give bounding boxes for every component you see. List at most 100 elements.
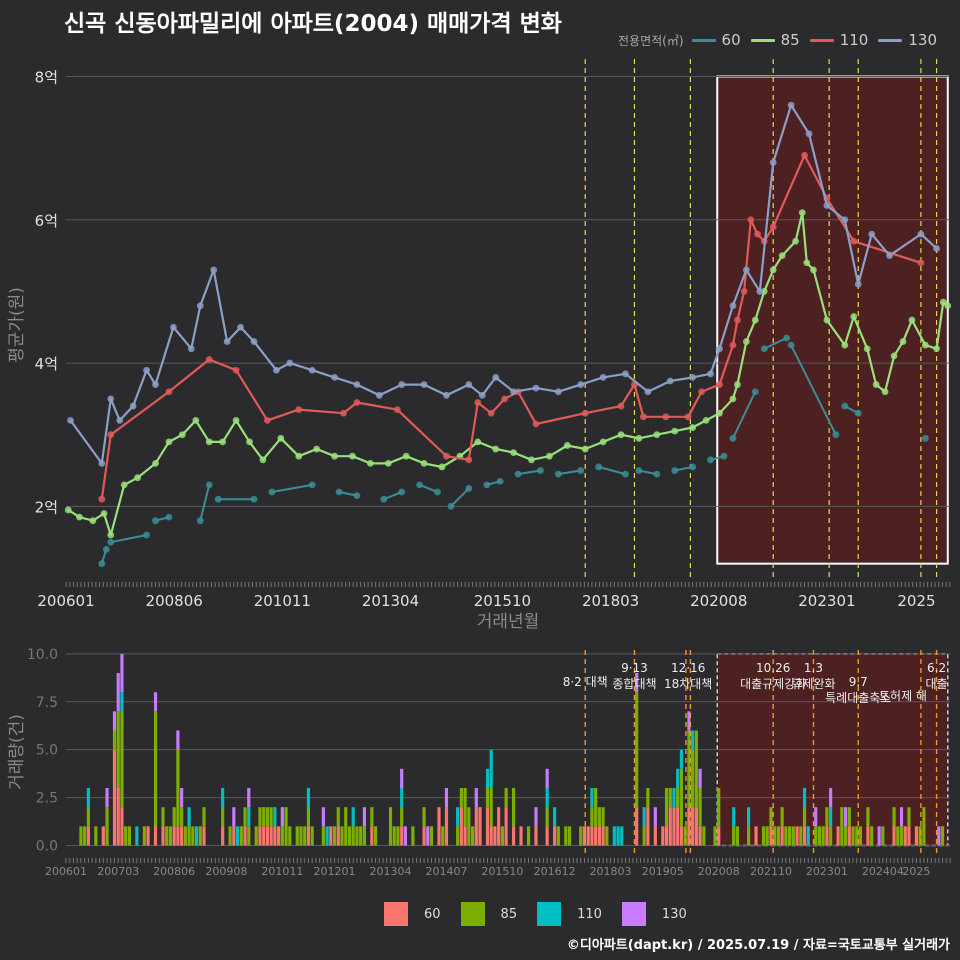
price-point-85 — [546, 452, 553, 460]
volume-x-tick-label: 201011 — [261, 865, 303, 878]
volume-bar-85 — [355, 826, 359, 846]
price-point-60 — [434, 488, 441, 496]
volume-bar-110 — [325, 826, 329, 846]
volume-x-tick-label: 202301 — [806, 865, 848, 878]
policy-label: 특례대출축소 — [825, 691, 891, 705]
volume-bar-85 — [683, 826, 687, 846]
price-point-85 — [733, 381, 741, 388]
volume-bar-85 — [306, 807, 311, 827]
policy-label: 종합대책 — [612, 676, 656, 691]
price-point-130 — [854, 280, 862, 288]
price-point-85 — [581, 445, 589, 453]
volume-bar-60 — [553, 826, 557, 846]
volume-bar-85 — [829, 826, 833, 846]
price-point-130 — [769, 159, 777, 166]
volume-bar-130 — [362, 807, 366, 827]
price-point-60 — [250, 495, 258, 503]
price-point-60 — [537, 467, 544, 474]
volume-bar-60 — [534, 826, 538, 846]
volume-y-tick-label: 5.0 — [36, 743, 58, 759]
price-point-130 — [465, 381, 473, 388]
volume-bar-85 — [429, 826, 434, 846]
volume-bar-85 — [866, 807, 870, 827]
volume-bar-85 — [512, 788, 516, 827]
volume-bar-60 — [545, 826, 549, 846]
volume-bar-60 — [907, 826, 911, 846]
volume-bar-85 — [228, 826, 232, 846]
volume-bar-110 — [351, 807, 355, 827]
volume-bar-110 — [672, 788, 676, 808]
price-point-60 — [398, 488, 406, 496]
volume-bar-85 — [459, 788, 463, 808]
price-point-110 — [353, 399, 361, 406]
volume-bar-85 — [120, 711, 124, 808]
price-point-130 — [308, 366, 316, 374]
price-point-130 — [143, 366, 150, 374]
volume-bar-85 — [284, 807, 288, 846]
legend-line-130-icon — [878, 38, 903, 42]
bar-legend-item-130: 130 — [621, 902, 687, 926]
price-point-85 — [863, 345, 871, 353]
volume-bar-130 — [112, 711, 117, 731]
price-point-130 — [187, 345, 195, 353]
bar-legend-swatch-85-icon — [460, 902, 485, 926]
volume-bar-85 — [526, 826, 531, 846]
price-point-130 — [250, 338, 258, 345]
volume-bar-60 — [679, 826, 684, 846]
price-point-85 — [671, 427, 679, 435]
volume-bar-85 — [843, 826, 848, 846]
price-series-line-60 — [199, 484, 211, 521]
volume-bar-130 — [176, 730, 180, 750]
price-point-110 — [747, 216, 755, 224]
price-point-130 — [841, 216, 849, 224]
volume-bar-110 — [86, 788, 90, 808]
bar-legend-item-85: 85 — [460, 902, 517, 926]
volume-bar-85 — [769, 807, 773, 827]
price-point-60 — [635, 467, 643, 474]
price-point-60 — [380, 495, 388, 503]
price-point-85 — [277, 434, 285, 442]
volume-bar-85 — [116, 711, 120, 788]
price-point-110 — [733, 316, 741, 324]
volume-bar-130 — [937, 826, 941, 846]
price-point-110 — [617, 402, 625, 410]
price-point-60 — [595, 463, 603, 471]
price-point-60 — [671, 467, 679, 474]
volume-bar-110 — [247, 807, 251, 827]
price-point-85 — [792, 237, 799, 245]
volume-bar-130 — [635, 673, 639, 693]
volume-bar-60 — [489, 826, 493, 846]
price-point-130 — [622, 370, 629, 378]
volume-bar-85 — [870, 826, 874, 846]
price-x-tick-label: 201304 — [362, 592, 419, 610]
volume-bar-130 — [247, 788, 251, 808]
volume-bar-85 — [254, 826, 258, 846]
price-point-60 — [465, 485, 473, 492]
volume-bar-85 — [732, 826, 736, 846]
volume-bar-60 — [112, 749, 117, 846]
volume-bar-60 — [586, 826, 590, 846]
volume-bar-60 — [221, 826, 225, 846]
volume-bar-85 — [83, 826, 87, 846]
price-point-130 — [805, 130, 813, 138]
legend-label-110: 110 — [839, 31, 869, 49]
price-point-110 — [581, 409, 589, 417]
volume-bar-60 — [646, 807, 650, 846]
volume-bar-85 — [280, 826, 284, 846]
price-x-tick-label: 201011 — [254, 592, 311, 610]
price-point-60 — [483, 481, 491, 489]
volume-bar-60 — [329, 826, 333, 846]
price-y-tick-label: 6억 — [35, 212, 58, 230]
volume-bar-60 — [795, 826, 799, 846]
price-point-130 — [478, 391, 486, 399]
volume-bar-85 — [112, 730, 117, 750]
volume-bar-85 — [165, 826, 169, 846]
volume-x-tick-label: 201803 — [590, 865, 632, 878]
price-point-110 — [801, 151, 808, 159]
volume-bar-85 — [243, 807, 247, 827]
volume-bar-60 — [694, 807, 698, 846]
volume-bar-110 — [676, 768, 680, 788]
price-point-130 — [331, 373, 338, 381]
volume-bar-85 — [191, 826, 195, 846]
